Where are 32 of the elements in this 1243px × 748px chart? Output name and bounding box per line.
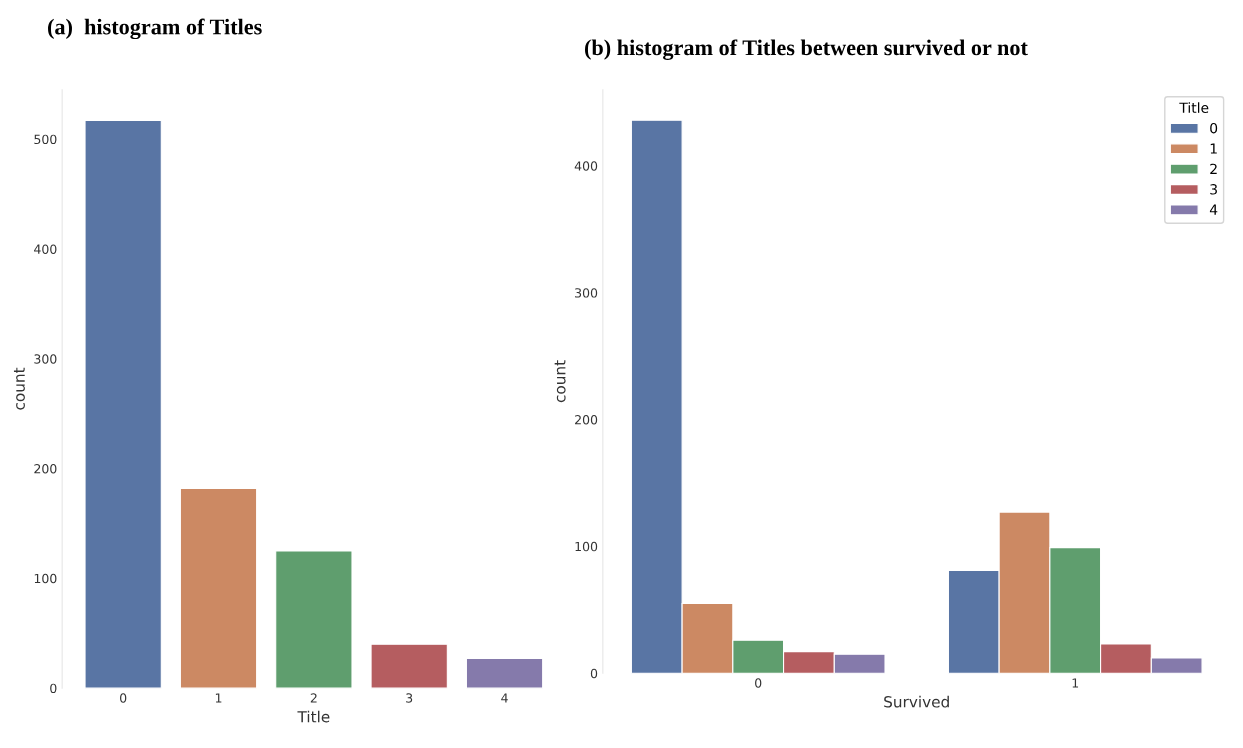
- y-tick-label: 400: [574, 161, 598, 171]
- chart-title: (a) histogram of Titles: [48, 18, 262, 40]
- bar: [84, 119, 162, 689]
- bar: [370, 643, 448, 689]
- x-axis-title: Title: [297, 710, 330, 723]
- chart-title: (b) histogram of Titles between survived or not: [585, 39, 1028, 60]
- x-tick-label: 2: [310, 693, 317, 703]
- y-tick-label: 200: [575, 415, 598, 425]
- legend-label: 0: [1210, 122, 1218, 134]
- x-axis-title: Survived: [884, 695, 949, 708]
- x-tick-label: 4: [501, 693, 508, 703]
- y-tick-label: 0: [590, 668, 598, 679]
- y-tick-label: 500: [34, 134, 57, 145]
- x-tick-label: 0: [120, 693, 127, 703]
- legend-label: 3: [1210, 184, 1217, 195]
- legend-label: 2: [1210, 163, 1217, 174]
- y-tick-label: 300: [34, 354, 57, 364]
- bar: [465, 657, 544, 689]
- x-tick-label: 1: [215, 693, 222, 703]
- y-tick-label: 300: [575, 288, 598, 298]
- y-tick-label: 100: [575, 541, 598, 552]
- legend-label: 1: [1210, 143, 1217, 154]
- y-axis-title: count: [13, 367, 25, 410]
- legend-title: Title: [1179, 102, 1209, 114]
- bar: [179, 487, 258, 689]
- x-tick-label: 3: [406, 693, 413, 703]
- legend-label: 4: [1209, 204, 1218, 215]
- y-tick-label: 200: [34, 464, 57, 474]
- bar: [275, 550, 353, 689]
- y-axis-title: count: [554, 360, 566, 403]
- y-tick-label: 400: [34, 244, 57, 254]
- y-tick-label: 100: [34, 573, 57, 584]
